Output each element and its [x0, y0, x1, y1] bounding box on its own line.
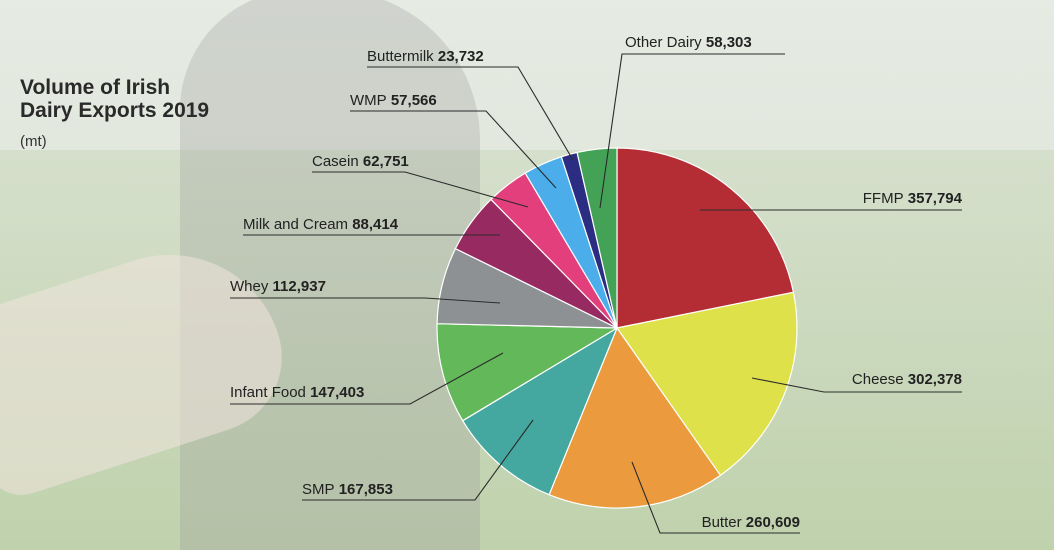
slice-label-wmp: WMP 57,566	[350, 92, 437, 109]
slice-label-infant-food: Infant Food 147,403	[230, 384, 364, 401]
slice-label-whey: Whey 112,937	[230, 278, 326, 295]
slice-label-milk-and-cream: Milk and Cream 88,414	[243, 216, 399, 233]
slice-label-value: 58,303	[706, 34, 752, 51]
leader-line-smp	[302, 419, 534, 501]
slice-label-value: 112,937	[273, 278, 326, 295]
leader-line-cheese	[751, 377, 962, 393]
slice-label-butter: Butter 260,609	[702, 514, 800, 531]
slice-label-value: 57,566	[391, 92, 437, 109]
slice-label-name: Whey	[230, 278, 269, 295]
slice-label-buttermilk: Buttermilk 23,732	[367, 48, 484, 65]
pie-slice-butter	[548, 326, 722, 509]
slice-label-casein: Casein 62,751	[312, 153, 409, 170]
slice-label-value: 167,853	[339, 481, 393, 498]
slice-label-name: Infant Food	[230, 384, 306, 401]
slice-label-value: 302,378	[908, 371, 962, 388]
leader-line-wmp	[350, 110, 557, 189]
slice-label-value: 62,751	[363, 153, 409, 170]
slice-label-name: WMP	[350, 92, 387, 109]
slice-label-name: Cheese	[852, 371, 904, 388]
slice-label-name: SMP	[302, 481, 335, 498]
slice-label-name: Buttermilk	[367, 48, 434, 65]
chart-title: Volume of Irish Dairy Exports 2019	[20, 76, 209, 122]
slice-label-value: 260,609	[746, 514, 800, 531]
chart-unit: (mt)	[20, 133, 47, 150]
leader-line-butter	[631, 461, 800, 534]
leader-line-infant-food	[230, 352, 504, 405]
slice-label-other-dairy: Other Dairy 58,303	[625, 34, 752, 51]
pie-slice-ffmp	[616, 147, 795, 329]
leader-line-casein	[312, 171, 529, 208]
pie-slice-other-dairy	[576, 147, 618, 329]
slice-label-value: 147,403	[310, 384, 364, 401]
pie-slice-infant-food	[436, 323, 620, 422]
slice-label-name: FFMP	[863, 190, 904, 207]
slice-label-smp: SMP 167,853	[302, 481, 393, 498]
chart-title-line-2: Dairy Exports 2019	[20, 99, 210, 122]
leader-line-other-dairy	[599, 53, 785, 209]
slice-label-value: 23,732	[438, 48, 484, 65]
slice-label-cheese: Cheese 302,378	[852, 371, 962, 388]
leader-line-whey	[230, 297, 501, 304]
slice-label-value: 357,794	[908, 190, 963, 207]
slice-label-name: Milk and Cream	[243, 216, 348, 233]
slice-label-value: 88,414	[352, 216, 399, 233]
slice-label-name: Casein	[312, 153, 359, 170]
slice-label-name: Butter	[702, 514, 742, 531]
leader-line-buttermilk	[367, 66, 574, 161]
slice-label-ffmp: FFMP 357,794	[863, 190, 963, 207]
pie-slice-cheese	[615, 291, 798, 477]
chart-title-line-1: Volume of Irish	[20, 76, 171, 99]
slice-label-name: Other Dairy	[625, 34, 702, 51]
